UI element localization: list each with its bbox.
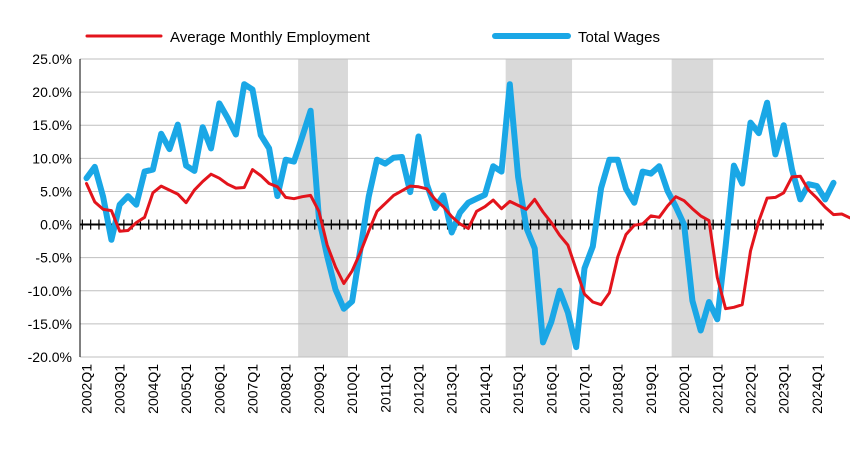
- legend-label: Average Monthly Employment: [170, 29, 371, 46]
- y-tick-label: 25.0%: [32, 51, 72, 67]
- y-tick-label: 0.0%: [40, 217, 72, 233]
- x-tick-label: 2012Q1: [411, 364, 427, 414]
- series-line-total-wages: [83, 81, 837, 351]
- y-tick-label: -15.0%: [28, 316, 72, 332]
- recession-band-1: [298, 59, 348, 357]
- legend: Average Monthly Employment Total Wages: [85, 29, 660, 46]
- y-tick-label: 20.0%: [32, 84, 72, 100]
- y-tick-label: 15.0%: [32, 117, 72, 133]
- x-tick-label: 2016Q1: [543, 364, 559, 414]
- x-tick-label: 2019Q1: [643, 364, 659, 414]
- x-tick-label: 2006Q1: [211, 364, 227, 414]
- axes: 25.0% 20.0% 15.0% 10.0% 5.0% 0.0% -5.0% -10.0% -…: [28, 51, 825, 414]
- x-tick-label: 2005Q1: [178, 364, 194, 414]
- x-tick-label: 2020Q1: [676, 364, 692, 414]
- x-tick-label: 2011Q1: [377, 364, 393, 413]
- y-tick-label: -10.0%: [28, 283, 72, 299]
- x-tick-label: 2004Q1: [145, 364, 161, 414]
- legend-label: Total Wages: [578, 29, 660, 46]
- legend-item-average-monthly-employment: Average Monthly Employment: [85, 29, 371, 46]
- x-tick-label: 2018Q1: [610, 364, 626, 414]
- y-tick-label: -20.0%: [28, 349, 72, 365]
- x-tick-label: 2010Q1: [344, 364, 360, 414]
- x-tick-label: 2014Q1: [477, 364, 493, 414]
- x-tick-label: 2009Q1: [311, 364, 327, 414]
- x-tick-label: 2008Q1: [278, 364, 294, 414]
- x-tick-label: 2022Q1: [743, 364, 759, 414]
- series-line-average-monthly-employment: [85, 168, 850, 311]
- x-tick-label: 2003Q1: [112, 364, 128, 414]
- x-tick-label: 2024Q1: [809, 364, 825, 414]
- x-tick-label: 2002Q1: [79, 364, 95, 414]
- x-tick-label: 2007Q1: [245, 364, 261, 414]
- y-tick-label: 5.0%: [40, 183, 72, 199]
- legend-item-total-wages: Total Wages: [492, 29, 660, 46]
- y-tick-label: 10.0%: [32, 150, 72, 166]
- y-tick-label: -5.0%: [35, 250, 72, 266]
- data-series: [83, 81, 850, 351]
- x-tick-label: 2021Q1: [709, 364, 725, 414]
- x-tick-label: 2017Q1: [577, 364, 593, 414]
- x-tick-label: 2013Q1: [444, 364, 460, 414]
- x-tick-label: 2015Q1: [510, 364, 526, 414]
- x-tick-label: 2023Q1: [776, 364, 792, 414]
